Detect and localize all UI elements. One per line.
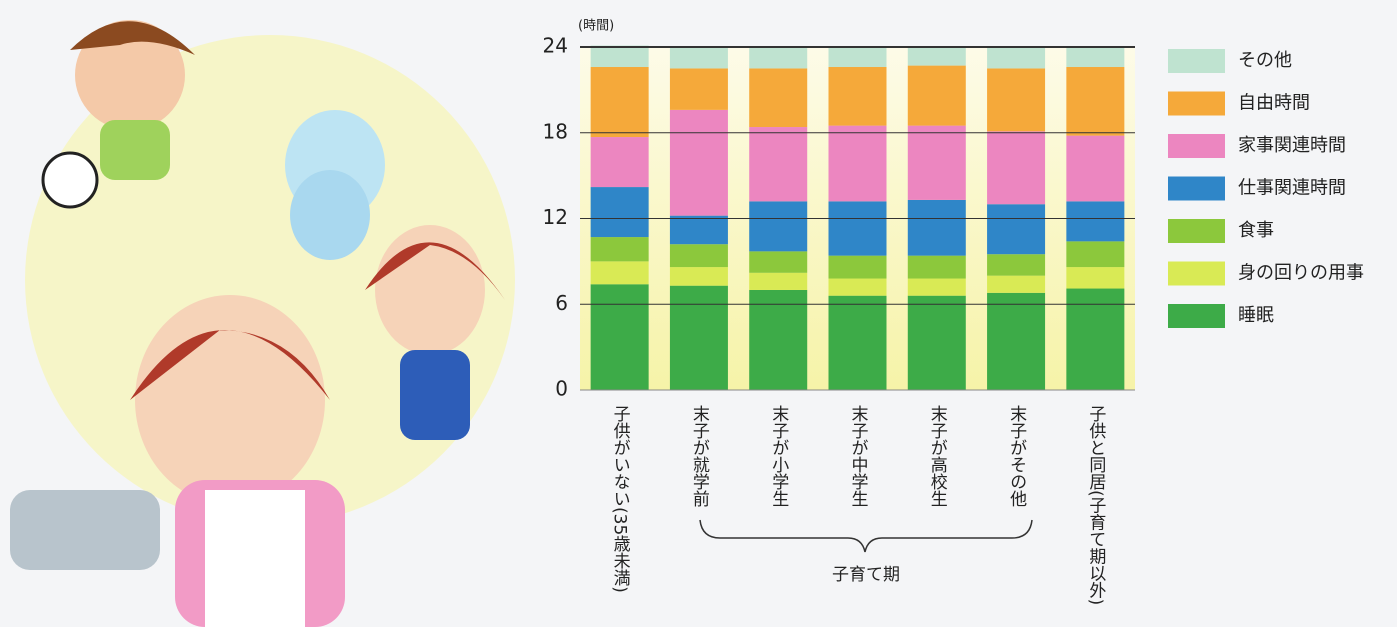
x-tick-label: 末子が中学生	[848, 405, 869, 507]
bar-segment	[591, 261, 649, 284]
bar-segment	[829, 47, 887, 67]
legend-label: 家事関連時間	[1238, 135, 1346, 156]
bar-segment	[987, 68, 1045, 131]
bar-segment	[591, 187, 649, 237]
legend-swatch	[1168, 219, 1225, 243]
ball	[43, 153, 97, 207]
y-unit-label: (時間)	[578, 19, 614, 34]
bar-segment	[749, 127, 807, 201]
y-tick-label: 12	[543, 205, 568, 229]
x-tick-label: 子供と同居(子育て期以外)	[1085, 405, 1106, 605]
bar-segment	[1066, 241, 1124, 267]
legend-label: 睡眠	[1238, 305, 1274, 326]
bar-segment	[591, 67, 649, 137]
bar-segment	[670, 47, 728, 68]
bar-segment	[749, 290, 807, 390]
legend-swatch	[1168, 92, 1225, 116]
y-tick-label: 0	[555, 377, 568, 401]
legend-label: 身の回りの用事	[1238, 263, 1364, 284]
x-tick-label: 末子がその他	[1006, 405, 1027, 507]
legend-swatch	[1168, 262, 1225, 286]
bar-segment	[591, 284, 649, 390]
y-tick-label: 24	[543, 34, 568, 58]
legend-label: その他	[1238, 50, 1292, 71]
bar-segment	[1066, 201, 1124, 241]
group-label: 子育て期	[832, 565, 900, 585]
bar-segment	[591, 137, 649, 187]
bar-segment	[987, 293, 1045, 390]
x-tick-label: 子供がいない(35歳未満)	[610, 405, 631, 593]
legend-label: 自由時間	[1238, 93, 1310, 114]
bar-segment	[670, 267, 728, 286]
bar-segment	[908, 126, 966, 200]
x-tick-label: 末子が小学生	[768, 405, 789, 507]
bar-segment	[987, 47, 1045, 68]
bar-segment	[987, 254, 1045, 275]
chart: (時間) 子育て期 子供がいない(35歳未満) 末子が就学前 末子が小学生 末子が中学…	[0, 0, 1397, 627]
bar-segment	[670, 216, 728, 245]
bar-segment	[908, 47, 966, 66]
bar-segment	[670, 110, 728, 216]
bar-segment	[908, 200, 966, 256]
bar-segment	[670, 286, 728, 390]
bar-segment	[829, 296, 887, 390]
bar-segment	[749, 273, 807, 290]
legend-swatch	[1168, 304, 1225, 328]
bar-segment	[591, 46, 649, 67]
boy-shirt	[100, 120, 170, 180]
bar-segment	[1066, 267, 1124, 288]
bar-segment	[829, 126, 887, 202]
legend-swatch	[1168, 49, 1225, 73]
y-tick-label: 6	[555, 291, 568, 315]
baby-body	[290, 170, 370, 260]
woman-suit	[400, 350, 470, 440]
x-tick-label: 末子が高校生	[927, 405, 948, 507]
bar-segment	[749, 47, 807, 68]
bar-segment	[749, 68, 807, 127]
bar-segment	[908, 279, 966, 296]
bar-segment	[591, 237, 649, 261]
bar-segment	[670, 68, 728, 109]
mother-apron	[205, 490, 305, 627]
x-tick-label: 末子が就学前	[689, 405, 710, 508]
bar-segment	[829, 256, 887, 279]
bar-segment	[1066, 289, 1124, 390]
bar-segment	[987, 204, 1045, 254]
y-tick-label: 18	[543, 119, 568, 143]
bar-segment	[749, 201, 807, 251]
bar-segment	[1066, 136, 1124, 202]
legend-swatch	[1168, 134, 1225, 158]
legend-swatch	[1168, 177, 1225, 201]
pot	[10, 490, 160, 570]
bar-segment	[908, 66, 966, 126]
bar-segment	[670, 244, 728, 267]
bar-segment	[1066, 47, 1124, 67]
bar-segment	[829, 279, 887, 296]
bar-segment	[987, 131, 1045, 204]
legend-label: 仕事関連時間	[1238, 178, 1346, 199]
bar-segment	[987, 276, 1045, 293]
mother-head	[135, 295, 325, 505]
bar-segment	[1066, 67, 1124, 136]
bar-segment	[908, 296, 966, 390]
bar-segment	[829, 201, 887, 255]
bar-segment	[829, 67, 887, 126]
bar-segment	[908, 256, 966, 279]
legend-label: 食事	[1238, 220, 1274, 241]
bar-segment	[749, 251, 807, 272]
